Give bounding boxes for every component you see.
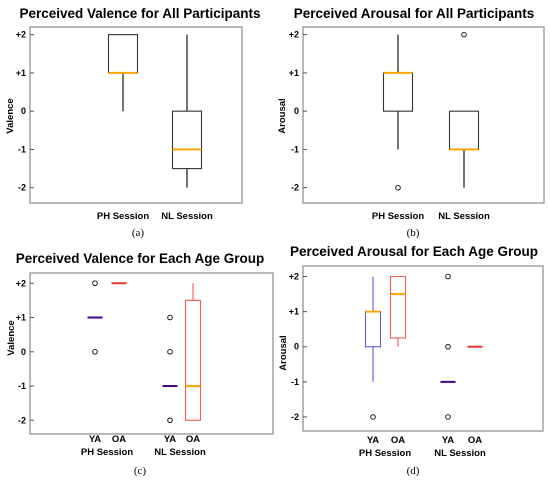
box-ph-session-ya: YA bbox=[364, 276, 382, 446]
plot-frame bbox=[29, 26, 243, 204]
chart-title: Perceived Arousal for Each Age Group bbox=[290, 244, 538, 259]
x-tick-label: NL Session bbox=[161, 211, 213, 222]
box-body bbox=[382, 72, 414, 112]
x-tick-label: OA bbox=[112, 434, 126, 445]
x-tick-label: PH Session bbox=[372, 211, 424, 222]
y-tick-label: +1 bbox=[16, 313, 26, 323]
y-tick-label: +2 bbox=[289, 30, 299, 40]
y-tick-label: +2 bbox=[16, 30, 26, 40]
y-tick-label: +1 bbox=[16, 68, 26, 78]
y-tick-label: -1 bbox=[291, 377, 299, 387]
box-body bbox=[171, 110, 203, 170]
panel-label: (a) bbox=[132, 227, 145, 239]
outlier-point bbox=[167, 417, 173, 424]
chart-0: Perceived Valence for All Participants Va… bbox=[5, 6, 261, 239]
box-body bbox=[107, 34, 139, 74]
box-ph-session-oa: OA bbox=[111, 282, 127, 445]
x-group-label: PH Session bbox=[359, 448, 411, 459]
chart-1: Perceived Arousal for All Participants Ar… bbox=[277, 6, 545, 239]
panel-label: (b) bbox=[407, 227, 420, 239]
y-axis-label: Valence bbox=[5, 98, 16, 133]
chart-title: Perceived Valence for Each Age Group bbox=[16, 251, 265, 266]
outlier-point bbox=[445, 273, 451, 280]
box-body bbox=[364, 311, 382, 348]
y-axis-label: Valence bbox=[6, 320, 17, 355]
box-ph-session: PH Session bbox=[372, 34, 424, 222]
box-nl-session-ya: YA bbox=[440, 273, 456, 446]
x-group-label: NL Session bbox=[434, 448, 486, 459]
y-tick-label: 0 bbox=[294, 106, 299, 116]
chart-2: Perceived Valence for Each Age Group Vale… bbox=[6, 251, 274, 477]
y-tick-label: +1 bbox=[289, 68, 299, 78]
panel-label: (c) bbox=[134, 465, 147, 477]
y-tick-label: 0 bbox=[21, 106, 26, 116]
outlier-point bbox=[445, 343, 451, 350]
y-tick-label: -1 bbox=[18, 381, 26, 391]
plot-frame bbox=[302, 26, 545, 204]
outlier-point bbox=[445, 414, 451, 420]
plot-frame bbox=[29, 272, 274, 435]
box-body bbox=[184, 299, 202, 421]
box-ph-session-oa: OA bbox=[389, 275, 407, 446]
chart-title: Perceived Valence for All Participants bbox=[19, 6, 260, 21]
x-group-label: NL Session bbox=[154, 447, 206, 458]
box-nl-session: NL Session bbox=[161, 34, 213, 222]
y-tick-label: -2 bbox=[291, 412, 299, 422]
x-tick-label: OA bbox=[468, 435, 482, 446]
outlier-point bbox=[167, 314, 173, 321]
box-nl-session: NL Session bbox=[438, 31, 490, 222]
chart-3: Perceived Arousal for Each Age Group Arou… bbox=[278, 244, 544, 477]
outlier-point bbox=[92, 349, 98, 355]
panel-label: (d) bbox=[407, 465, 420, 477]
box-nl-session-ya: YA bbox=[162, 314, 178, 445]
chart-title: Perceived Arousal for All Participants bbox=[294, 6, 535, 21]
y-axis-label: Arousal bbox=[278, 335, 289, 370]
y-tick-label: 0 bbox=[21, 347, 26, 357]
y-tick-label: -1 bbox=[18, 144, 26, 154]
y-tick-label: -2 bbox=[18, 415, 26, 425]
outlier-point bbox=[92, 280, 98, 287]
x-tick-label: YA bbox=[164, 434, 176, 445]
box-body bbox=[389, 275, 407, 339]
outlier-point bbox=[167, 349, 173, 355]
y-tick-label: -1 bbox=[291, 144, 299, 154]
outlier-point bbox=[370, 414, 376, 420]
box-nl-session-oa: OA bbox=[467, 345, 483, 446]
x-tick-label: YA bbox=[442, 435, 454, 446]
x-tick-label: OA bbox=[391, 435, 405, 446]
box-body bbox=[448, 110, 480, 150]
x-tick-label: OA bbox=[186, 434, 200, 445]
y-axis-label: Arousal bbox=[277, 98, 288, 133]
y-tick-label: -2 bbox=[18, 183, 26, 193]
plot-frame bbox=[302, 265, 544, 432]
outlier-point bbox=[395, 184, 401, 191]
box-ph-session: PH Session bbox=[97, 34, 149, 222]
x-tick-label: YA bbox=[89, 434, 101, 445]
box-ph-session-ya: YA bbox=[87, 280, 103, 445]
y-tick-label: -2 bbox=[291, 183, 299, 193]
y-tick-label: +2 bbox=[16, 278, 26, 288]
box-nl-session-oa: OA bbox=[184, 283, 202, 445]
x-tick-label: YA bbox=[367, 435, 379, 446]
x-tick-label: PH Session bbox=[97, 211, 149, 222]
y-tick-label: +1 bbox=[289, 307, 299, 317]
x-tick-label: NL Session bbox=[438, 211, 490, 222]
y-tick-label: +2 bbox=[289, 272, 299, 282]
outlier-point bbox=[461, 31, 467, 38]
y-tick-label: 0 bbox=[294, 342, 299, 352]
x-group-label: PH Session bbox=[81, 447, 133, 458]
